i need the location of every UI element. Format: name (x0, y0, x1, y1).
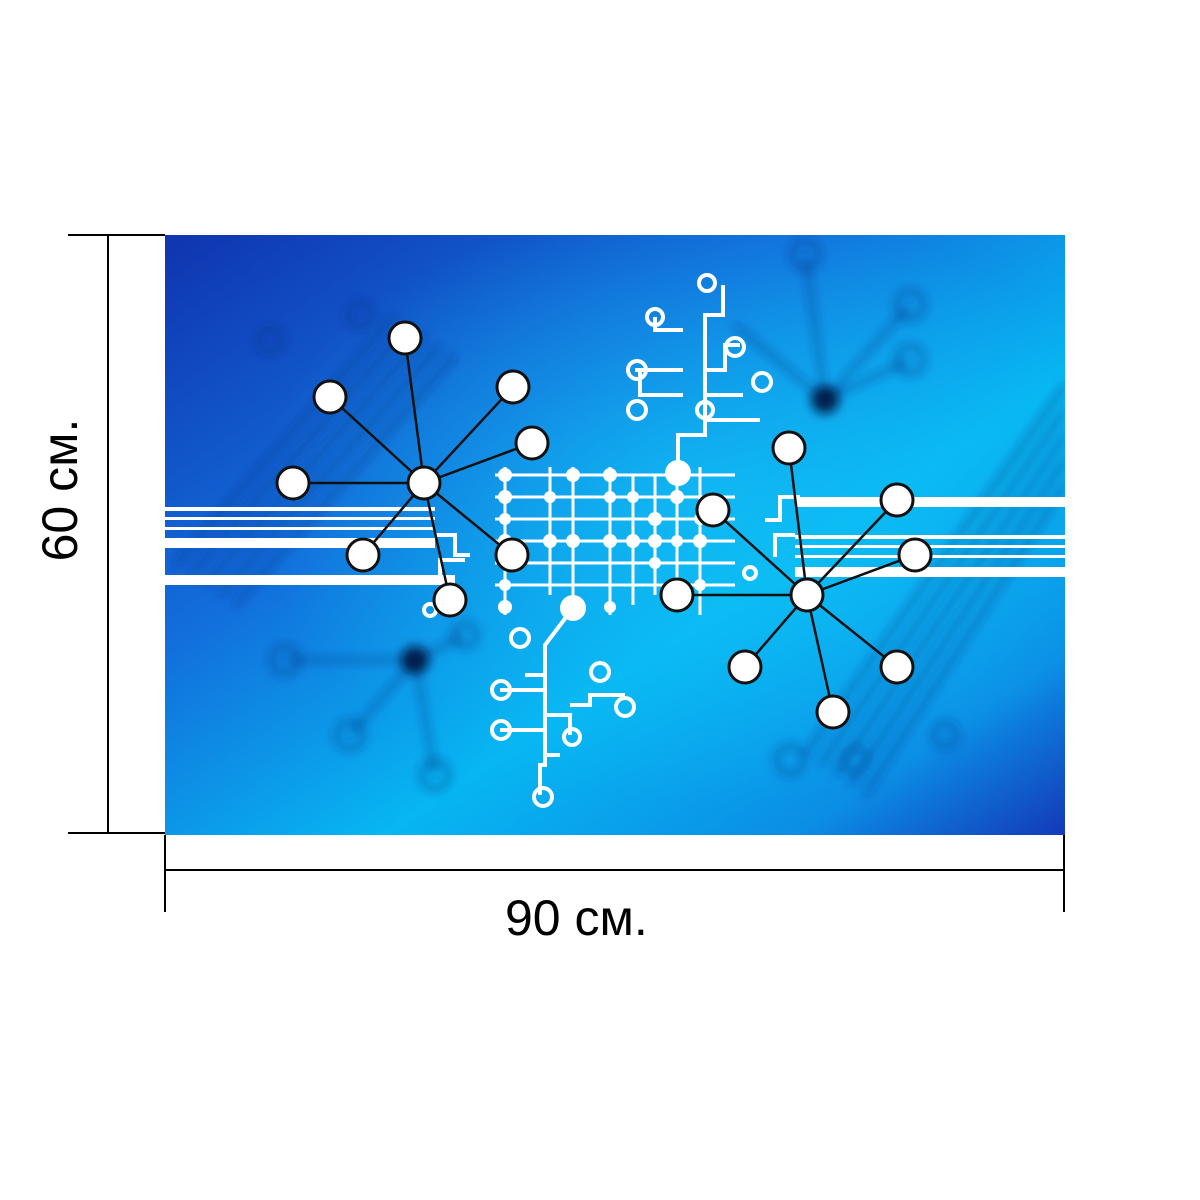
printed-image-circuit-network (165, 235, 1065, 835)
width-label: 90 см. (505, 890, 648, 946)
height-label: 60 см. (32, 418, 88, 562)
left-network-node-cluster (275, 320, 550, 618)
blurred-background-circuits (173, 239, 1065, 797)
lower-circuit-tree (490, 606, 636, 808)
right-network-node-cluster (659, 430, 933, 730)
upper-circuit-tree (626, 273, 773, 473)
